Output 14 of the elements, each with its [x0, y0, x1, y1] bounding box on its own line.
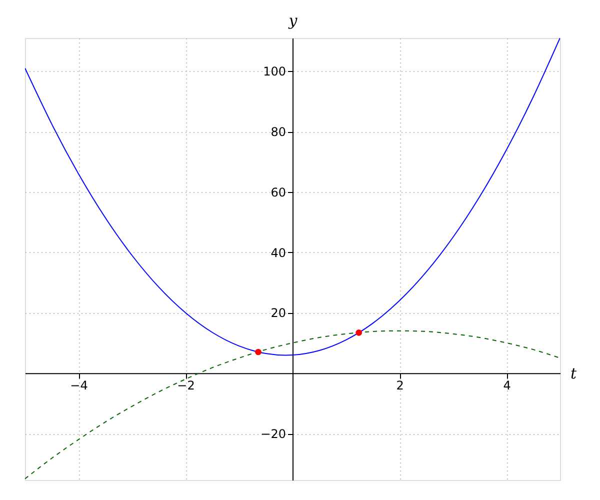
y-tick-label: 80: [270, 125, 286, 140]
x-tick-label: −2: [177, 378, 195, 393]
y-tick-label: 40: [270, 246, 286, 260]
x-axis-title: t: [570, 364, 578, 383]
y-axis-title: y: [288, 12, 298, 30]
y-tick-label: −20: [260, 427, 286, 442]
y-tick-label: 100: [263, 64, 286, 79]
x-tick-label: 2: [396, 378, 404, 393]
y-tick-label: 20: [270, 306, 286, 320]
line-series: [25, 38, 560, 356]
line-series: [25, 330, 560, 480]
x-tick-label: −4: [70, 378, 88, 393]
y-tick-label: 60: [270, 185, 286, 200]
x-tick-label: 4: [503, 378, 511, 393]
